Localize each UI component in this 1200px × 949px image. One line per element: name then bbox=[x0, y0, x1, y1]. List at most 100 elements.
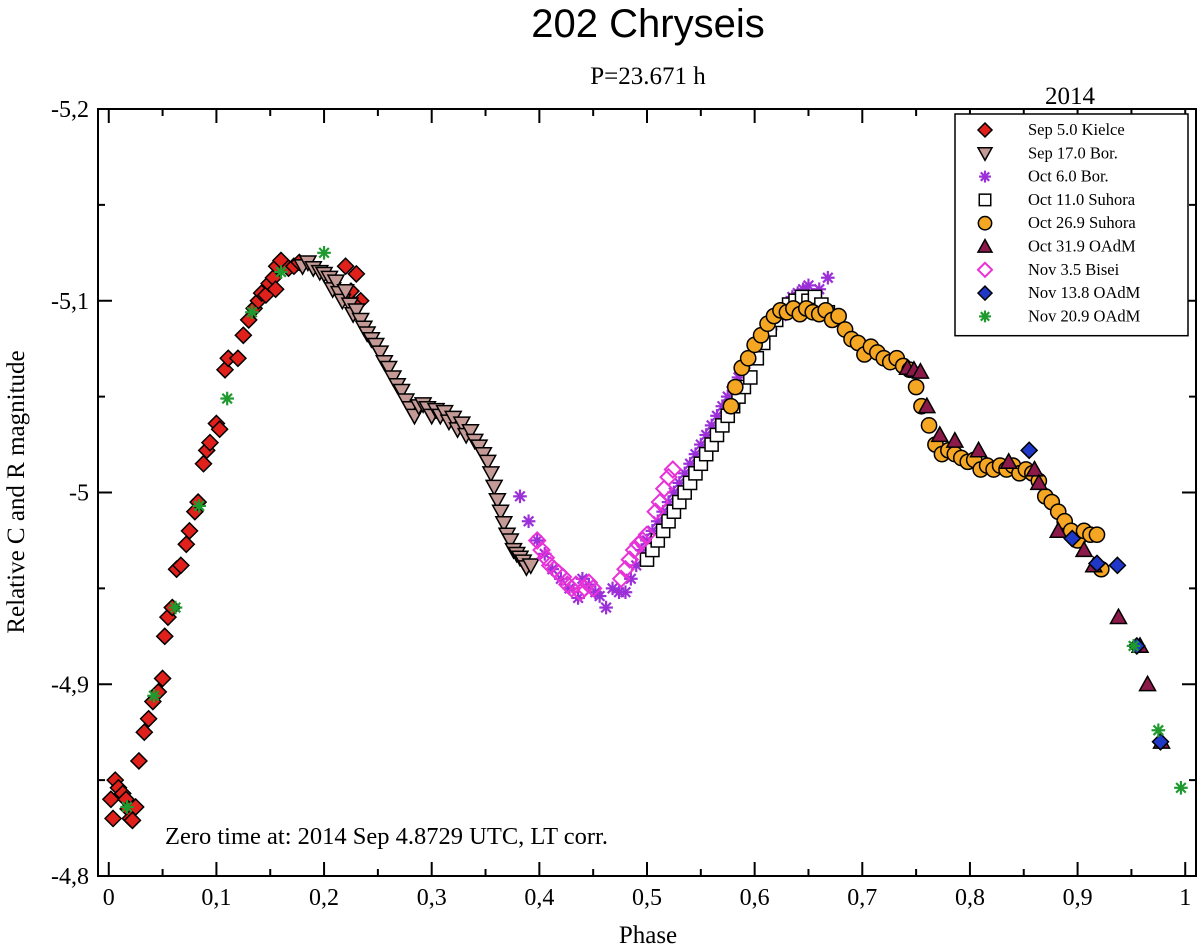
data-point bbox=[1088, 526, 1106, 544]
data-point bbox=[654, 479, 674, 499]
legend-entry: Oct 31.9 OAdM bbox=[1028, 237, 1136, 256]
data-point bbox=[969, 440, 988, 458]
data-point bbox=[562, 578, 582, 598]
legend-entry: Sep 5.0 Kielce bbox=[1028, 120, 1125, 139]
y-tick-label: -4,9 bbox=[51, 672, 89, 698]
data-point bbox=[1174, 780, 1188, 795]
chart-title: 202 Chryseis bbox=[531, 2, 764, 46]
data-point bbox=[494, 516, 514, 533]
data-point bbox=[659, 467, 678, 487]
data-point bbox=[326, 274, 346, 292]
data-point bbox=[553, 567, 573, 587]
data-point bbox=[722, 397, 740, 415]
data-point bbox=[999, 452, 1018, 469]
legend-marker bbox=[976, 121, 994, 139]
data-point bbox=[234, 326, 253, 345]
data-point bbox=[228, 349, 248, 368]
data-point bbox=[139, 709, 158, 728]
data-point bbox=[624, 540, 644, 560]
data-point bbox=[1109, 607, 1128, 625]
legend-entry: Oct 6.0 Bor. bbox=[1028, 167, 1109, 186]
data-point bbox=[147, 688, 161, 703]
data-point bbox=[830, 307, 847, 325]
legend-entry: Nov 20.9 OAdM bbox=[1028, 306, 1141, 325]
data-point bbox=[392, 383, 411, 401]
legend-marker bbox=[976, 237, 994, 253]
data-point bbox=[579, 573, 599, 593]
data-point bbox=[521, 558, 541, 575]
data-point bbox=[481, 466, 501, 483]
x-tick-label: 0,6 bbox=[740, 885, 770, 911]
legend-entry: Oct 26.9 Suhora bbox=[1028, 213, 1136, 232]
x-tick-label: 0,3 bbox=[417, 885, 447, 911]
legend-marker bbox=[979, 170, 991, 183]
data-point bbox=[536, 548, 556, 568]
data-point bbox=[245, 305, 259, 320]
data-point bbox=[650, 492, 670, 512]
legend-marker bbox=[979, 310, 991, 323]
data-point bbox=[180, 521, 199, 540]
data-point bbox=[200, 433, 220, 452]
data-point bbox=[101, 790, 120, 809]
data-point bbox=[628, 534, 648, 554]
data-point bbox=[370, 345, 390, 363]
data-point bbox=[532, 540, 551, 560]
legend-marker bbox=[977, 215, 993, 231]
data-point bbox=[930, 425, 950, 443]
data-point bbox=[317, 246, 331, 260]
series-0 bbox=[101, 251, 370, 830]
data-point bbox=[379, 360, 398, 378]
data-point bbox=[920, 417, 938, 434]
data-point bbox=[153, 669, 172, 688]
x-tick-label: 0 bbox=[103, 885, 115, 911]
x-tick-label: 0,7 bbox=[847, 885, 877, 911]
legend-entry: Nov 13.8 OAdM bbox=[1028, 283, 1141, 302]
data-point bbox=[1063, 529, 1082, 548]
data-point bbox=[726, 378, 744, 396]
data-markers bbox=[101, 246, 1188, 830]
x-axis-label: Phase bbox=[619, 922, 677, 949]
data-point bbox=[192, 499, 206, 513]
data-point bbox=[1029, 473, 1049, 491]
data-point bbox=[220, 391, 234, 406]
data-point bbox=[1048, 521, 1068, 538]
data-point bbox=[1126, 639, 1141, 653]
legend-entry: Oct 11.0 Suhora bbox=[1028, 190, 1136, 209]
data-point bbox=[168, 600, 183, 615]
series-5 bbox=[898, 358, 1171, 749]
data-point bbox=[521, 514, 536, 529]
data-point bbox=[501, 533, 520, 550]
data-point bbox=[527, 531, 547, 550]
annotation-zero-time: Zero time at: 2014 Sep 4.8729 UTC, LT co… bbox=[165, 823, 608, 850]
data-point bbox=[266, 280, 285, 299]
data-point bbox=[633, 531, 653, 550]
series-6 bbox=[527, 460, 683, 602]
data-point bbox=[484, 479, 504, 497]
chart-subtitle: P=23.671 h bbox=[590, 63, 706, 90]
data-point bbox=[1138, 674, 1157, 692]
y-tick-label: -5,2 bbox=[51, 97, 89, 123]
x-tick-label: 0,1 bbox=[201, 885, 231, 911]
x-tick-label: 1 bbox=[1179, 885, 1191, 911]
x-tick-label: 0,5 bbox=[632, 885, 662, 911]
data-point bbox=[907, 378, 925, 396]
data-point bbox=[274, 265, 288, 279]
data-point bbox=[1074, 540, 1094, 558]
y-tick-label: -5 bbox=[69, 481, 89, 507]
data-point bbox=[210, 420, 229, 439]
data-point bbox=[624, 571, 638, 586]
series-3 bbox=[639, 289, 836, 567]
data-point bbox=[739, 349, 757, 367]
y-tick-label: -5,1 bbox=[51, 289, 89, 315]
data-point bbox=[155, 627, 174, 646]
series-1 bbox=[293, 255, 541, 577]
data-point bbox=[945, 431, 965, 448]
data-point bbox=[917, 396, 937, 414]
legend-marker bbox=[978, 193, 992, 207]
y-axis-label: Relative C and R magnitude bbox=[3, 350, 30, 633]
series-8 bbox=[120, 246, 1188, 814]
data-point bbox=[637, 525, 657, 545]
axes: 0 0,1 0,2 0,3 0,4 0,5 0,6 0,7 0,8 0,9 1 -5,2 -5,1 -5 -… bbox=[51, 97, 1197, 911]
